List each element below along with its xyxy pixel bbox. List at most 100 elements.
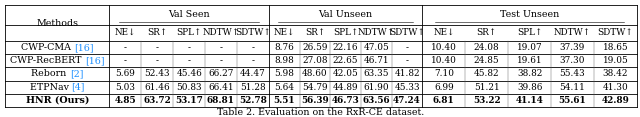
Text: 22.16: 22.16 — [333, 43, 358, 52]
Text: 38.42: 38.42 — [603, 69, 628, 79]
Text: -: - — [124, 43, 127, 52]
Text: -: - — [124, 56, 127, 65]
Text: 6.99: 6.99 — [434, 83, 454, 92]
Text: 61.90: 61.90 — [364, 83, 389, 92]
Text: 10.40: 10.40 — [431, 56, 457, 65]
Text: -: - — [188, 56, 191, 65]
Text: 5.98: 5.98 — [274, 69, 294, 79]
Text: 48.60: 48.60 — [302, 69, 328, 79]
Text: HNR (Ours): HNR (Ours) — [26, 96, 89, 105]
Text: 38.82: 38.82 — [517, 69, 542, 79]
Text: 37.39: 37.39 — [560, 43, 585, 52]
Text: 8.98: 8.98 — [275, 56, 294, 65]
Text: Test Unseen: Test Unseen — [500, 10, 559, 19]
Text: SR↑: SR↑ — [305, 28, 325, 37]
Text: [16]: [16] — [74, 43, 93, 52]
Text: 55.43: 55.43 — [559, 69, 586, 79]
Text: 68.81: 68.81 — [207, 96, 235, 105]
Text: 53.22: 53.22 — [473, 96, 500, 105]
Text: NE↓: NE↓ — [433, 28, 454, 37]
Text: -: - — [220, 56, 223, 65]
Text: 19.61: 19.61 — [516, 56, 543, 65]
Text: NDTW↑: NDTW↑ — [554, 28, 591, 37]
Text: 42.89: 42.89 — [602, 96, 629, 105]
Text: 10.40: 10.40 — [431, 43, 457, 52]
Text: 45.46: 45.46 — [176, 69, 202, 79]
Text: Table 2. Evaluation on the RxR-CE dataset.: Table 2. Evaluation on the RxR-CE datase… — [218, 108, 424, 117]
Text: NE↓: NE↓ — [273, 28, 295, 37]
Text: 54.11: 54.11 — [559, 83, 586, 92]
Text: 24.85: 24.85 — [474, 56, 500, 65]
Text: 5.69: 5.69 — [115, 69, 135, 79]
Text: ETPNav: ETPNav — [29, 83, 72, 92]
Text: 45.33: 45.33 — [394, 83, 420, 92]
Text: 42.05: 42.05 — [333, 69, 358, 79]
Text: -: - — [252, 56, 254, 65]
Text: Val Seen: Val Seen — [168, 10, 210, 19]
Text: Reborn: Reborn — [31, 69, 70, 79]
Text: 24.08: 24.08 — [474, 43, 500, 52]
Text: 26.59: 26.59 — [302, 43, 328, 52]
Text: 37.30: 37.30 — [560, 56, 585, 65]
Text: 41.30: 41.30 — [602, 83, 628, 92]
Text: SDTW↑: SDTW↑ — [389, 28, 425, 37]
Text: -: - — [156, 43, 159, 52]
Text: SDTW↑: SDTW↑ — [598, 28, 633, 37]
Text: CWP-RecBERT: CWP-RecBERT — [10, 56, 84, 65]
Text: 4.85: 4.85 — [115, 96, 136, 105]
Text: 41.14: 41.14 — [516, 96, 543, 105]
Text: -: - — [188, 43, 191, 52]
Text: 45.82: 45.82 — [474, 69, 500, 79]
Text: NDTW↑: NDTW↑ — [202, 28, 239, 37]
Text: 61.46: 61.46 — [145, 83, 170, 92]
Text: 66.27: 66.27 — [208, 69, 234, 79]
Text: 7.10: 7.10 — [434, 69, 454, 79]
Text: 39.86: 39.86 — [517, 83, 542, 92]
Text: -: - — [406, 56, 408, 65]
Text: 50.83: 50.83 — [176, 83, 202, 92]
Text: 47.05: 47.05 — [364, 43, 389, 52]
Text: 47.24: 47.24 — [393, 96, 421, 105]
Text: 5.51: 5.51 — [273, 96, 295, 105]
Text: [16]: [16] — [84, 56, 104, 65]
Text: SPL↑: SPL↑ — [333, 28, 358, 37]
Text: 19.05: 19.05 — [602, 56, 628, 65]
Text: 19.07: 19.07 — [516, 43, 543, 52]
Text: SPL↑: SPL↑ — [517, 28, 542, 37]
Text: 27.08: 27.08 — [302, 56, 328, 65]
Text: 52.43: 52.43 — [145, 69, 170, 79]
Text: 52.78: 52.78 — [239, 96, 267, 105]
Text: SR↑: SR↑ — [477, 28, 497, 37]
Text: 63.56: 63.56 — [362, 96, 390, 105]
Text: 54.79: 54.79 — [302, 83, 328, 92]
Text: 56.39: 56.39 — [301, 96, 329, 105]
Text: 63.35: 63.35 — [364, 69, 389, 79]
Text: SR↑: SR↑ — [147, 28, 168, 37]
Text: 51.28: 51.28 — [240, 83, 266, 92]
Text: 46.71: 46.71 — [364, 56, 389, 65]
Text: -: - — [406, 43, 408, 52]
Text: [4]: [4] — [72, 83, 85, 92]
Text: 55.61: 55.61 — [559, 96, 586, 105]
Text: 53.17: 53.17 — [175, 96, 203, 105]
Text: 44.47: 44.47 — [240, 69, 266, 79]
Text: 5.03: 5.03 — [115, 83, 136, 92]
Text: 44.89: 44.89 — [333, 83, 358, 92]
Text: NDTW↑: NDTW↑ — [358, 28, 395, 37]
Text: 41.82: 41.82 — [394, 69, 420, 79]
Text: SDTW↑: SDTW↑ — [235, 28, 271, 37]
Text: -: - — [220, 43, 223, 52]
Text: Methods: Methods — [36, 19, 78, 28]
Text: 46.73: 46.73 — [332, 96, 360, 105]
Text: CWP-CMA: CWP-CMA — [21, 43, 74, 52]
Text: -: - — [252, 43, 254, 52]
Text: 18.65: 18.65 — [602, 43, 628, 52]
Text: 8.76: 8.76 — [275, 43, 294, 52]
Text: 51.21: 51.21 — [474, 83, 500, 92]
Text: 6.81: 6.81 — [433, 96, 454, 105]
Text: 5.64: 5.64 — [274, 83, 294, 92]
Text: 66.41: 66.41 — [208, 83, 234, 92]
Text: NE↓: NE↓ — [115, 28, 136, 37]
Text: 22.65: 22.65 — [333, 56, 358, 65]
Text: -: - — [156, 56, 159, 65]
